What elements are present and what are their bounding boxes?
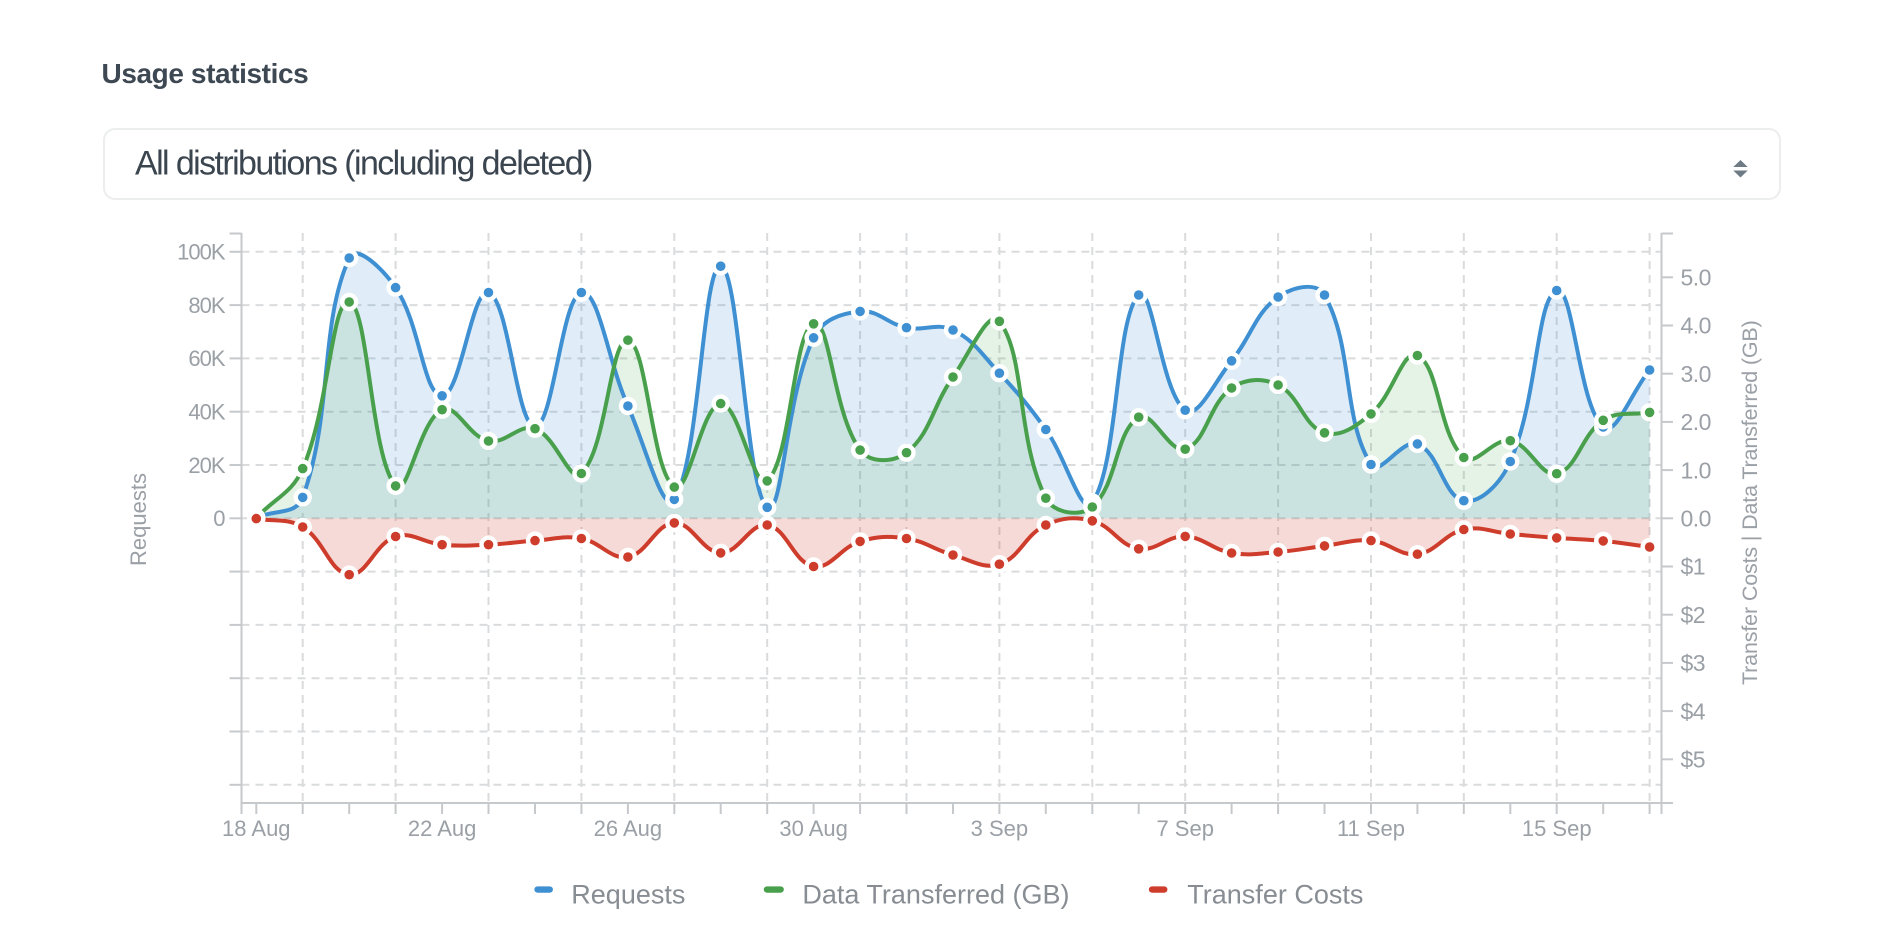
svg-text:$1: $1 [1681,554,1706,580]
svg-text:20K: 20K [188,453,225,478]
svg-text:0.0: 0.0 [1681,506,1711,532]
svg-text:Requests: Requests [571,880,685,910]
svg-text:26 Aug: 26 Aug [594,816,663,841]
svg-text:7 Sep: 7 Sep [1156,816,1214,841]
svg-text:$4: $4 [1681,698,1706,724]
svg-text:15 Sep: 15 Sep [1522,816,1592,841]
svg-text:1.0: 1.0 [1681,457,1711,483]
svg-text:40K: 40K [188,400,225,425]
svg-text:22 Aug: 22 Aug [408,816,477,841]
svg-text:11 Sep: 11 Sep [1337,816,1405,841]
svg-text:Requests: Requests [126,473,151,566]
svg-text:80K: 80K [188,293,225,318]
svg-text:$2: $2 [1681,602,1706,628]
svg-text:60K: 60K [188,346,225,371]
svg-text:$5: $5 [1681,747,1706,773]
svg-text:0: 0 [213,506,225,531]
svg-text:4.0: 4.0 [1681,313,1711,339]
svg-text:2.0: 2.0 [1681,409,1711,435]
svg-text:30 Aug: 30 Aug [779,816,848,841]
svg-text:18 Aug: 18 Aug [222,816,291,841]
svg-text:100K: 100K [177,240,226,265]
svg-text:3 Sep: 3 Sep [971,816,1029,841]
svg-text:Data Transferred (GB): Data Transferred (GB) [802,880,1069,910]
svg-text:3.0: 3.0 [1681,361,1711,387]
svg-text:Transfer Costs | Data Transfer: Transfer Costs | Data Transferred (GB) [1738,320,1762,685]
svg-text:Transfer Costs: Transfer Costs [1187,880,1363,910]
svg-text:$3: $3 [1681,650,1706,676]
svg-text:5.0: 5.0 [1681,265,1711,291]
